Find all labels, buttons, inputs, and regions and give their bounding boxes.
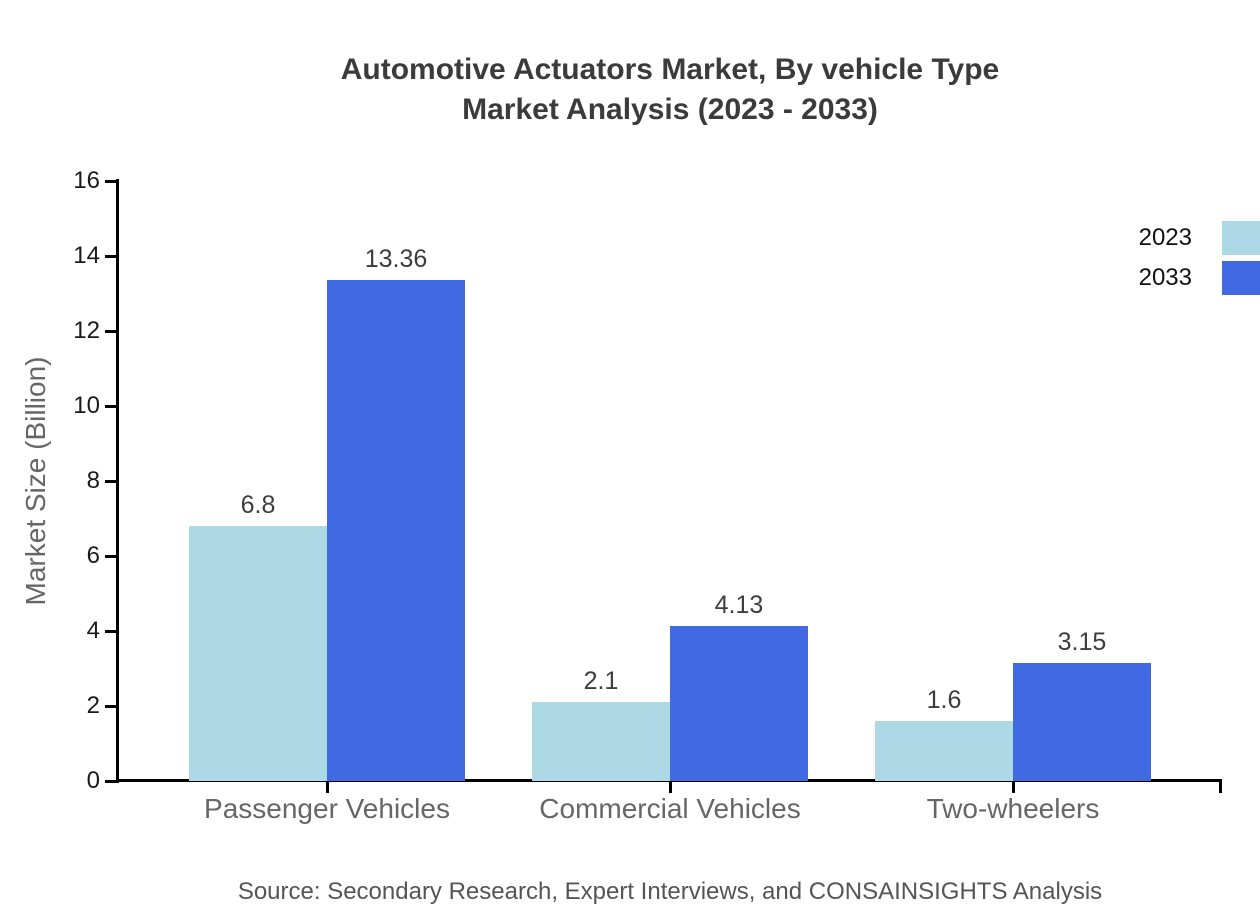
x-tick-mark <box>1012 782 1015 793</box>
y-tick-mark <box>105 255 117 258</box>
bar-2023-0 <box>189 526 327 781</box>
x-tick-mark <box>326 782 329 793</box>
y-tick-label: 8 <box>86 467 100 494</box>
chart-title-line-1: Automotive Actuators Market, By vehicle … <box>340 53 1000 86</box>
y-tick-label: 6 <box>86 542 100 569</box>
bar-2033-2 <box>1013 663 1151 781</box>
legend-swatch-2023 <box>1222 221 1260 255</box>
category-label-0: Passenger Vehicles <box>204 793 450 824</box>
y-tick-mark <box>105 780 117 783</box>
x-axis-end-tick <box>1219 782 1222 793</box>
legend-swatch-2033 <box>1222 261 1260 295</box>
legend-item-2023: 2023 <box>1139 218 1260 258</box>
y-tick-mark <box>105 705 117 708</box>
y-tick-mark <box>105 330 117 333</box>
bar-2023-1 <box>532 702 670 781</box>
chart-title: Automotive Actuators Market, By vehicle … <box>140 50 1200 130</box>
bar-2033-1 <box>670 626 808 781</box>
y-tick-label: 10 <box>73 392 100 419</box>
y-tick-mark <box>105 630 117 633</box>
y-tick-mark <box>105 480 117 483</box>
y-tick-mark <box>105 555 117 558</box>
y-tick-label: 12 <box>73 317 100 344</box>
bar-value-label: 2.1 <box>583 667 619 695</box>
bar-value-label: 13.36 <box>364 245 428 273</box>
y-tick-label: 2 <box>86 692 100 719</box>
category-label-1: Commercial Vehicles <box>539 793 801 824</box>
bar-value-label: 3.15 <box>1057 628 1107 656</box>
bar-2033-0 <box>327 280 465 781</box>
bar-value-label: 4.13 <box>714 591 764 619</box>
y-tick-label: 14 <box>73 242 100 269</box>
y-tick-label: 0 <box>86 767 100 794</box>
y-tick-label: 16 <box>73 167 100 194</box>
y-tick-label: 4 <box>86 617 100 644</box>
bar-2023-2 <box>875 721 1013 781</box>
y-tick-mark <box>105 405 117 408</box>
bar-value-label: 6.8 <box>240 491 276 519</box>
y-axis-line <box>116 179 119 783</box>
legend-label-2033: 2033 <box>1138 264 1192 291</box>
legend-label-2023: 2023 <box>1138 224 1192 251</box>
x-tick-mark <box>669 782 672 793</box>
legend: 2023 2033 <box>1139 218 1260 298</box>
y-tick-mark <box>105 180 117 183</box>
source-attribution: Source: Secondary Research, Expert Inter… <box>237 878 1103 905</box>
category-label-2: Two-wheelers <box>926 793 1100 824</box>
legend-item-2033: 2033 <box>1139 258 1260 298</box>
chart-title-line-2: Market Analysis (2023 - 2033) <box>462 93 878 126</box>
bar-value-label: 1.6 <box>926 686 962 714</box>
